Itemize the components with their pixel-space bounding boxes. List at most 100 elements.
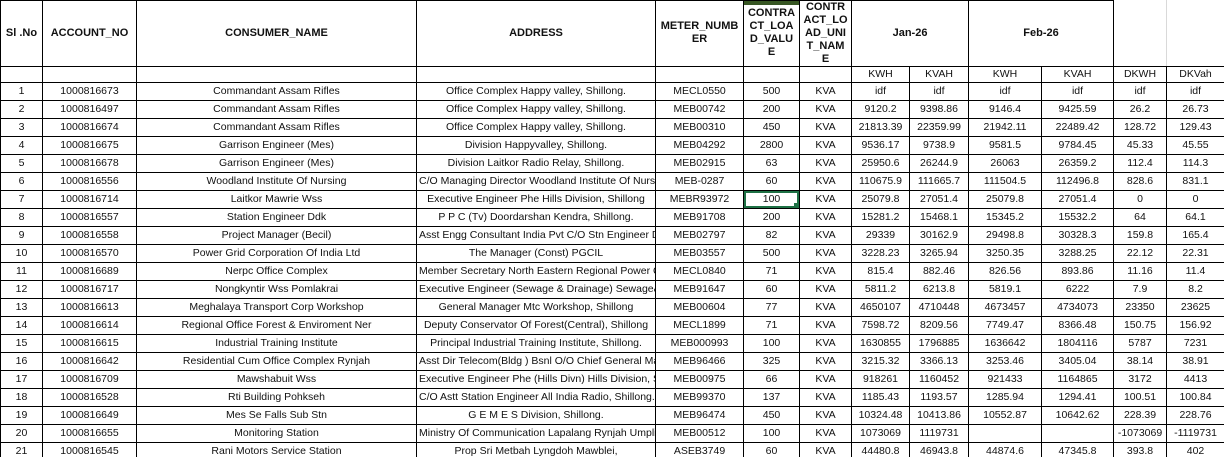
cell-meter_number[interactable]: MEB02915 — [655, 153, 744, 173]
cell-meter_number[interactable]: MEB04292 — [655, 135, 744, 155]
cell-dkwh[interactable]: 38.14 — [1113, 351, 1168, 371]
cell-jan_kvah[interactable]: 9398.86 — [908, 99, 970, 119]
cell-dkvah[interactable]: 23625 — [1166, 297, 1224, 317]
cell-dkwh[interactable]: 150.75 — [1113, 315, 1168, 335]
cell-contract_load_unit_name[interactable]: KVA — [799, 297, 852, 317]
cell-jan_kvah[interactable]: 22359.99 — [908, 117, 970, 137]
cell-consumer_name[interactable]: Nongkyntir Wss Pomlakrai — [136, 279, 417, 299]
cell-address[interactable]: Office Complex Happy valley, Shillong. — [416, 117, 656, 137]
cell-feb_kwh[interactable]: 1636642 — [968, 333, 1043, 353]
cell-jan_kvah[interactable]: 1160452 — [908, 369, 970, 389]
cell-contract_load_value[interactable]: 82 — [743, 225, 800, 245]
cell-contract_load_unit_name[interactable]: KVA — [799, 189, 852, 209]
cell-address[interactable]: Principal Industrial Training Institute,… — [416, 333, 656, 353]
cell-dkvah[interactable]: 129.43 — [1166, 117, 1224, 137]
cell-meter_number[interactable]: MEB00742 — [655, 99, 744, 119]
cell-feb_kvah[interactable]: 893.86 — [1041, 261, 1115, 281]
cell-consumer_name[interactable]: Monitoring Station — [136, 423, 417, 443]
cell-contract_load_unit_name[interactable]: KVA — [799, 171, 852, 191]
cell-contract_load_unit_name[interactable]: KVA — [799, 351, 852, 371]
cell-dkwh[interactable]: 112.4 — [1113, 153, 1168, 173]
cell-dkwh[interactable]: 5787 — [1113, 333, 1168, 353]
fill-handle[interactable] — [794, 202, 799, 208]
cell-account_no[interactable]: 1000816655 — [42, 423, 137, 443]
cell-consumer_name[interactable]: Commandant Assam Rifles — [136, 117, 417, 137]
cell-feb_kwh[interactable]: 9146.4 — [968, 99, 1043, 119]
cell-address[interactable]: Executive Engineer Phe (Hills Divn) Hill… — [416, 369, 656, 389]
cell-address[interactable]: Office Complex Happy valley, Shillong. — [416, 99, 656, 119]
cell-jan_kwh[interactable]: 4650107 — [851, 297, 910, 317]
cell-jan_kwh[interactable]: idf — [851, 81, 910, 101]
cell-dkvah[interactable]: 100.84 — [1166, 387, 1224, 407]
cell-consumer_name[interactable]: Power Grid Corporation Of India Ltd — [136, 243, 417, 263]
cell-account_no[interactable]: 1000816674 — [42, 117, 137, 137]
cell-address[interactable]: Asst Dir Telecom(Bldg ) Bsnl O/O Chief G… — [416, 351, 656, 371]
cell-meter_number[interactable]: MEB00512 — [655, 423, 744, 443]
cell-feb_kvah[interactable]: 22489.42 — [1041, 117, 1115, 137]
cell-jan_kwh[interactable]: 21813.39 — [851, 117, 910, 137]
cell-dkvah[interactable]: 11.4 — [1166, 261, 1224, 281]
cell-address[interactable]: Executive Engineer (Sewage & Drainage) S… — [416, 279, 656, 299]
cell-meter_number[interactable]: MECL1899 — [655, 315, 744, 335]
cell-consumer_name[interactable]: Nerpc Office Complex — [136, 261, 417, 281]
cell-account_no[interactable]: 1000816570 — [42, 243, 137, 263]
cell-slno[interactable]: 5 — [0, 153, 43, 173]
cell-consumer_name[interactable]: Residential Cum Office Complex Rynjah — [136, 351, 417, 371]
cell-slno[interactable]: 10 — [0, 243, 43, 263]
cell-consumer_name[interactable]: Regional Office Forest & Enviroment Ner — [136, 315, 417, 335]
cell-dkwh[interactable]: 3172 — [1113, 369, 1168, 389]
cell-jan_kvah[interactable]: 8209.56 — [908, 315, 970, 335]
cell-dkwh[interactable]: 100.51 — [1113, 387, 1168, 407]
cell-jan_kvah[interactable]: 3366.13 — [908, 351, 970, 371]
cell-jan_kvah[interactable]: 1796885 — [908, 333, 970, 353]
cell-dkvah[interactable]: 8.2 — [1166, 279, 1224, 299]
cell-address[interactable]: Ministry Of Communication Lapalang Rynja… — [416, 423, 656, 443]
cell-meter_number[interactable]: MEBR93972 — [655, 189, 744, 209]
cell-feb_kvah[interactable]: 1804116 — [1041, 333, 1115, 353]
cell-jan_kwh[interactable]: 15281.2 — [851, 207, 910, 227]
col-header-feb-26[interactable]: Feb-26 — [968, 0, 1115, 67]
cell-contract_load_value[interactable]: 60 — [743, 441, 800, 457]
cell-meter_number[interactable]: MEB96474 — [655, 405, 744, 425]
cell-meter_number[interactable]: MEB000993 — [655, 333, 744, 353]
cell-feb_kwh[interactable]: 4673457 — [968, 297, 1043, 317]
cell-dkvah[interactable]: 26.73 — [1166, 99, 1224, 119]
cell-dkwh[interactable]: 26.2 — [1113, 99, 1168, 119]
cell-meter_number[interactable]: MEB00604 — [655, 297, 744, 317]
cell-contract_load_value[interactable]: 137 — [743, 387, 800, 407]
cell-slno[interactable]: 6 — [0, 171, 43, 191]
cell-feb_kvah[interactable]: 26359.2 — [1041, 153, 1115, 173]
cell-meter_number[interactable]: ASEB3749 — [655, 441, 744, 457]
cell-contract_load_unit_name[interactable]: KVA — [799, 441, 852, 457]
cell-dkwh[interactable]: 159.8 — [1113, 225, 1168, 245]
cell-jan_kwh[interactable]: 25079.8 — [851, 189, 910, 209]
cell-contract_load_unit_name[interactable]: KVA — [799, 117, 852, 137]
cell-slno[interactable]: 13 — [0, 297, 43, 317]
cell-contract_load_value[interactable]: 200 — [743, 207, 800, 227]
cell-jan_kwh[interactable]: 10324.48 — [851, 405, 910, 425]
cell-meter_number[interactable]: MECL0550 — [655, 81, 744, 101]
cell-contract_load_unit_name[interactable]: KVA — [799, 333, 852, 353]
cell-feb_kwh[interactable]: 15345.2 — [968, 207, 1043, 227]
col-header-contract-load-unit-name[interactable]: CONTRACT_LOAD_UNIT_NAME — [799, 0, 852, 67]
cell-slno[interactable]: 7 — [0, 189, 43, 209]
cell-dkvah[interactable]: idf — [1166, 81, 1224, 101]
cell-consumer_name[interactable]: Commandant Assam Rifles — [136, 99, 417, 119]
cell-contract_load_unit_name[interactable]: KVA — [799, 405, 852, 425]
cell-contract_load_value[interactable]: 2800 — [743, 135, 800, 155]
subheader-dkwh[interactable]: DKWH — [1113, 65, 1168, 83]
cell-feb_kvah[interactable]: 47345.8 — [1041, 441, 1115, 457]
cell-contract_load_unit_name[interactable]: KVA — [799, 423, 852, 443]
cell-contract_load_unit_name[interactable]: KVA — [799, 261, 852, 281]
cell-dkwh[interactable]: 7.9 — [1113, 279, 1168, 299]
cell-contract_load_value[interactable]: 500 — [743, 243, 800, 263]
cell-dkwh[interactable]: 45.33 — [1113, 135, 1168, 155]
cell-jan_kwh[interactable]: 9536.17 — [851, 135, 910, 155]
cell-account_no[interactable]: 1000816642 — [42, 351, 137, 371]
cell-feb_kwh[interactable]: 9581.5 — [968, 135, 1043, 155]
subheader-empty-cell[interactable] — [136, 65, 417, 83]
subheader-feb_kwh[interactable]: KWH — [968, 65, 1043, 83]
cell-feb_kwh[interactable]: 25079.8 — [968, 189, 1043, 209]
cell-contract_load_value[interactable]: 100 — [743, 333, 800, 353]
cell-dkvah[interactable]: 228.76 — [1166, 405, 1224, 425]
